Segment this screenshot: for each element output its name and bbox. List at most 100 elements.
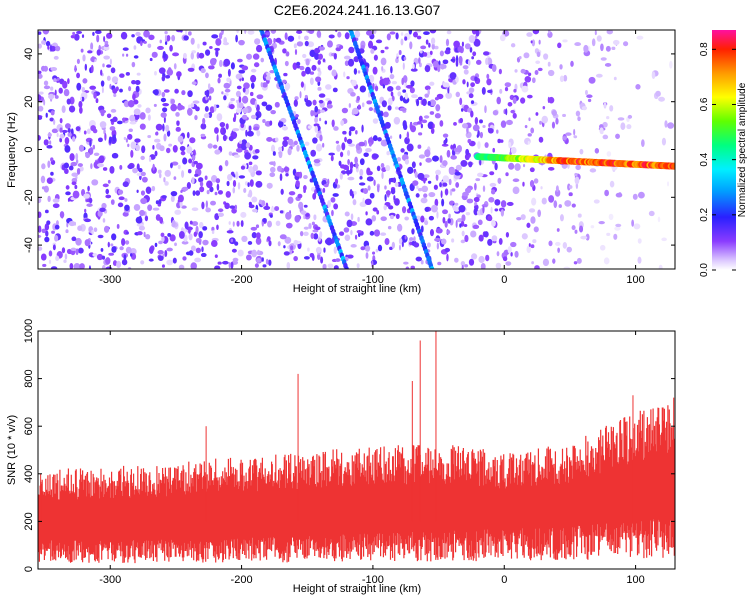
spectrogram-cell xyxy=(323,183,329,188)
spectrogram-cell xyxy=(458,204,466,213)
spectrogram-cell xyxy=(303,226,309,230)
spectrogram-cell xyxy=(77,225,83,231)
spectrogram-cell xyxy=(463,223,468,227)
spectrogram-cell xyxy=(395,57,399,64)
spectrogram-cell xyxy=(143,30,150,38)
spectrogram-cell xyxy=(631,219,635,227)
spectrogram-cell xyxy=(44,236,50,243)
snr-y-label: SNR (10 * v/v) xyxy=(6,415,18,485)
spectrogram-cell xyxy=(305,99,312,107)
spectrogram-cell xyxy=(483,231,489,238)
spectrogram-cell xyxy=(394,198,400,206)
spectrogram-cell xyxy=(205,49,211,56)
spectrogram-cell xyxy=(429,99,437,107)
spectrogram-cell xyxy=(492,109,499,116)
spectrogram-cell xyxy=(600,43,604,52)
spectrogram-cell xyxy=(497,177,502,184)
spectrogram-cell xyxy=(444,220,448,228)
spectrogram-cell xyxy=(73,262,81,269)
spectrogram-cell xyxy=(70,34,76,39)
spectrogram-cell xyxy=(551,109,557,117)
spectrogram-cell xyxy=(158,198,162,205)
spectrogram-cell xyxy=(472,224,480,229)
spectrogram-cell xyxy=(608,213,614,221)
spectrogram-cell xyxy=(274,101,280,108)
spectrogram-cell xyxy=(74,184,78,190)
spectrogram-cell xyxy=(416,35,422,40)
spectrogram-cell xyxy=(133,108,141,116)
spectrogram-cell xyxy=(471,56,475,60)
spectrogram-cell xyxy=(456,218,464,223)
spectrogram-cell xyxy=(606,232,611,236)
spectrogram-cell xyxy=(64,168,69,175)
spectrogram-cell xyxy=(119,246,124,251)
spectrogram-cell xyxy=(252,155,259,160)
spectrogram-cell xyxy=(282,48,287,54)
spectrogram-cell xyxy=(241,65,249,71)
spectrogram-cell xyxy=(87,185,90,192)
spectrogram-cell xyxy=(510,146,517,154)
spectrogram-cell xyxy=(468,93,474,99)
spectrogram-cell xyxy=(381,66,384,71)
spectrogram-cell xyxy=(566,246,573,253)
spectrogram-cell xyxy=(313,159,321,164)
spectrogram-cell xyxy=(140,40,143,47)
spectrogram-cell xyxy=(191,177,195,184)
spectrogram-cell xyxy=(128,128,133,133)
spectrogram-cell xyxy=(423,115,430,119)
spectrogram-cell xyxy=(381,167,387,173)
spectrogram-cell xyxy=(613,76,617,81)
spectrogram-cell xyxy=(252,53,260,60)
spectrogram-cell xyxy=(166,259,174,266)
spectrogram-cell xyxy=(537,209,542,218)
spectrogram-cell xyxy=(195,225,199,234)
spectrogram-cell xyxy=(74,65,77,73)
spectrogram-cell xyxy=(71,181,77,186)
spectrogram-cell xyxy=(136,72,141,76)
spectrogram-cell xyxy=(164,249,168,258)
spectrogram-cell xyxy=(574,172,578,177)
spectrogram-cell xyxy=(349,161,354,170)
spectrogram-cell xyxy=(462,123,468,129)
spectrogram-cell xyxy=(419,162,422,166)
spectrogram-cell xyxy=(159,145,165,152)
spectrogram-cell xyxy=(110,108,117,113)
spectrogram-cell xyxy=(331,69,337,77)
spectrogram-cell xyxy=(74,33,80,41)
spectrogram-cell xyxy=(479,119,483,124)
spectrogram-cell xyxy=(335,140,340,144)
spectrogram-cell xyxy=(490,189,496,195)
spectrogram-cell xyxy=(174,88,179,94)
streak-feature-point xyxy=(429,266,435,269)
spectrogram-cell xyxy=(542,258,550,267)
spectrogram-cell xyxy=(151,185,156,192)
spectrogram-cell xyxy=(245,254,252,261)
spectrogram-cell xyxy=(147,134,152,139)
spectrogram-cell xyxy=(140,197,147,205)
spectrogram-cell xyxy=(229,103,235,110)
spectrogram-cell xyxy=(557,42,562,49)
spectrogram-cell xyxy=(282,125,288,131)
spectrogram-cell xyxy=(238,69,246,74)
spectrogram-cell xyxy=(232,179,237,188)
spectrogram-cell xyxy=(358,141,366,147)
spectrogram-cell xyxy=(467,138,472,144)
spectrogram-cell xyxy=(159,216,164,224)
spectrogram-cell xyxy=(285,173,289,177)
spectrogram-cell xyxy=(92,31,95,36)
spectrogram-cell xyxy=(163,177,166,183)
spectrogram-cell xyxy=(241,95,249,104)
spectrogram-cell xyxy=(292,62,298,70)
spectrogram-cell xyxy=(122,53,125,57)
spectrogram-cell xyxy=(350,92,356,97)
spectrogram-cell xyxy=(235,99,239,104)
spectrogram-cell xyxy=(224,88,231,93)
spectrogram-cell xyxy=(393,116,401,125)
snr-series xyxy=(38,331,675,564)
spectrogram-cell xyxy=(428,42,431,48)
spectrogram-cell xyxy=(110,67,116,74)
spectrogram-cell xyxy=(109,83,112,90)
spectrogram-cell xyxy=(417,172,425,180)
spectrogram-cell xyxy=(255,170,262,176)
spectrogram-cell xyxy=(347,58,355,67)
